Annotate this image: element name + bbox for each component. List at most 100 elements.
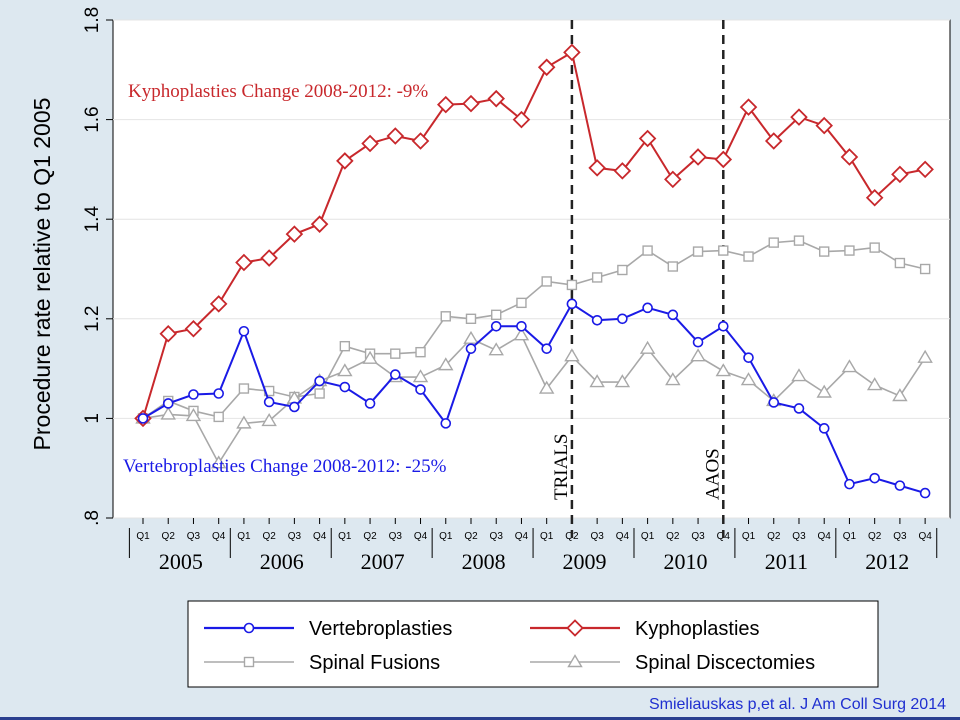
data-point [815, 116, 833, 135]
data-point [793, 235, 805, 246]
data-point [541, 343, 552, 354]
data-point [516, 320, 527, 332]
data-point [310, 215, 329, 233]
data-point [364, 398, 376, 409]
data-point [209, 295, 228, 313]
year-label: 2007 [361, 549, 405, 574]
x-tick-label: Q1 [843, 531, 857, 542]
data-point [537, 58, 556, 77]
legend-swatch-marker [243, 622, 255, 634]
data-point [438, 357, 454, 371]
data-point [463, 330, 479, 344]
year-label: 2011 [765, 549, 808, 574]
data-point [465, 313, 477, 324]
data-point [491, 309, 502, 321]
data-point [894, 257, 906, 269]
y-tick-label: 1.2 [82, 306, 103, 332]
legend-label: Kyphoplasties [635, 618, 760, 640]
data-point [638, 129, 657, 148]
year-label: 2009 [563, 549, 607, 574]
data-point [490, 320, 502, 332]
citation-text: Smieliauskas p,et al. J Am Coll Surg 201… [648, 696, 946, 713]
y-tick-label: .8 [82, 510, 103, 526]
x-tick-label: Q1 [237, 531, 251, 542]
data-point [487, 89, 505, 108]
data-point [791, 368, 807, 382]
data-point [692, 246, 704, 257]
data-point [591, 272, 603, 283]
data-point [894, 480, 906, 491]
x-tick-label: Q2 [363, 531, 377, 542]
data-point [238, 383, 250, 394]
data-point [339, 340, 351, 352]
data-point [667, 309, 679, 321]
x-tick-label: Q4 [515, 531, 529, 542]
data-point [916, 160, 934, 179]
data-point [386, 127, 405, 145]
x-tick-label: Q2 [162, 531, 176, 542]
year-label: 2005 [159, 549, 203, 574]
data-point [692, 336, 704, 348]
data-point [564, 348, 580, 362]
x-tick-label: Q1 [136, 531, 150, 542]
data-point [892, 388, 908, 402]
data-point [689, 148, 707, 166]
x-tick-label: Q4 [313, 531, 327, 542]
data-point [793, 403, 805, 414]
data-point [415, 384, 426, 395]
data-point [664, 170, 682, 189]
data-point [614, 374, 631, 388]
data-point [411, 132, 430, 150]
data-point [162, 398, 174, 409]
data-point [440, 311, 451, 322]
x-tick-label: Q4 [918, 531, 932, 542]
data-point [462, 94, 480, 113]
x-tick-label: Q2 [767, 531, 781, 542]
legend-item-spinal-fusions: Spinal Fusions [204, 652, 440, 674]
data-point [314, 388, 325, 399]
data-point [790, 108, 808, 126]
series-vertebroplasties [137, 298, 931, 499]
data-point [285, 225, 304, 243]
data-point [665, 372, 681, 386]
data-point [236, 415, 252, 429]
legend-label: Spinal Fusions [309, 652, 440, 674]
data-point [869, 242, 880, 253]
data-point [137, 413, 149, 424]
x-tick-label: Q2 [464, 531, 478, 542]
data-point [639, 340, 656, 354]
x-tick-label: Q3 [590, 531, 604, 542]
data-point [891, 165, 909, 184]
data-point [743, 251, 754, 262]
y-tick-label: 1.4 [82, 206, 103, 233]
data-point [566, 298, 578, 310]
data-point [563, 43, 581, 62]
data-point [337, 363, 353, 377]
data-point [866, 377, 883, 391]
bottom-rule [0, 717, 960, 720]
data-point [261, 413, 277, 427]
data-point [412, 369, 429, 383]
data-point [819, 246, 830, 257]
y-tick-label: 1.8 [82, 7, 103, 33]
data-point [591, 314, 603, 326]
data-point [436, 95, 455, 114]
data-point [816, 384, 832, 398]
year-label: 2006 [260, 549, 304, 574]
x-tick-label: Q2 [666, 531, 680, 542]
x-tick-label: Q1 [641, 531, 655, 542]
data-point [690, 348, 706, 362]
data-point [488, 342, 504, 356]
year-label: 2012 [865, 549, 909, 574]
data-point [743, 352, 754, 363]
x-tick-label: Q1 [439, 531, 453, 542]
legend-label: Vertebroplasties [309, 618, 452, 640]
data-point [818, 423, 830, 434]
data-point [740, 372, 757, 386]
data-point [717, 320, 729, 332]
data-point [336, 152, 354, 170]
x-tick-label: Q3 [490, 531, 504, 542]
x-tick-label: Q3 [792, 531, 806, 542]
data-point [238, 325, 250, 337]
